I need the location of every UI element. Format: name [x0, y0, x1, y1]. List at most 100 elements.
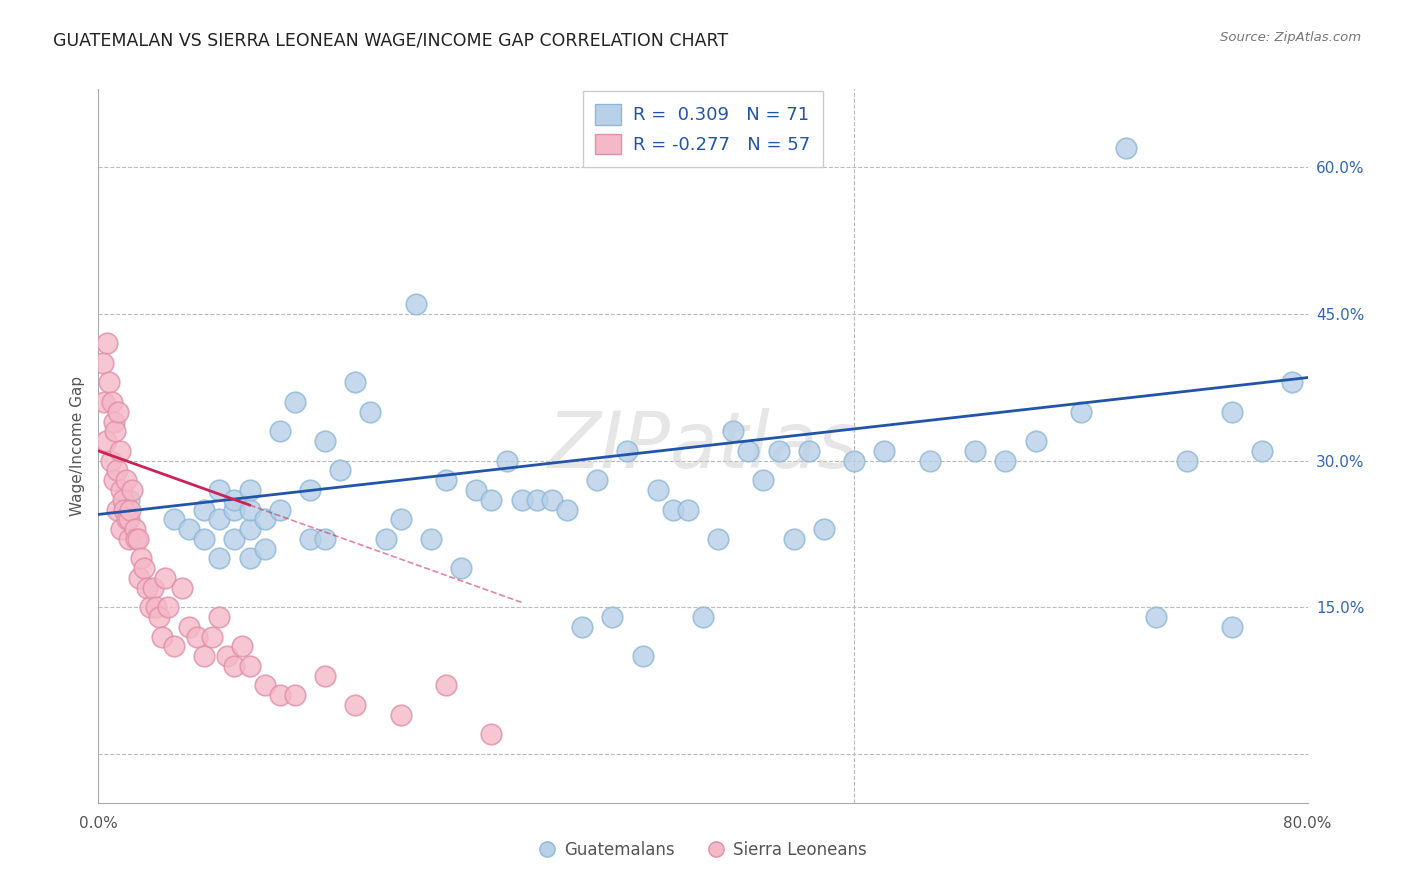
Legend: Guatemalans, Sierra Leoneans: Guatemalans, Sierra Leoneans	[533, 835, 873, 866]
Point	[118, 492, 141, 507]
Point	[1220, 405, 1243, 419]
Point	[105, 502, 128, 516]
Point	[139, 600, 162, 615]
Point	[100, 453, 122, 467]
Point	[360, 405, 382, 419]
Point	[813, 522, 835, 536]
Point	[299, 483, 322, 497]
Point	[465, 483, 488, 497]
Point	[616, 443, 638, 458]
Point	[156, 600, 179, 615]
Point	[797, 443, 820, 458]
Point	[661, 502, 683, 516]
Point	[253, 678, 276, 692]
Point	[481, 492, 503, 507]
Point	[132, 561, 155, 575]
Point	[344, 376, 367, 390]
Point	[239, 659, 262, 673]
Point	[208, 610, 231, 624]
Point	[193, 649, 215, 664]
Point	[269, 502, 291, 516]
Point	[239, 502, 262, 516]
Point	[723, 425, 745, 439]
Point	[571, 620, 593, 634]
Point	[434, 678, 457, 692]
Point	[93, 395, 115, 409]
Point	[150, 630, 173, 644]
Point	[918, 453, 941, 467]
Point	[224, 492, 246, 507]
Point	[374, 532, 396, 546]
Point	[127, 532, 149, 546]
Point	[314, 669, 336, 683]
Point	[631, 649, 654, 664]
Point	[299, 532, 322, 546]
Point	[1024, 434, 1046, 449]
Point	[314, 434, 336, 449]
Point	[179, 620, 201, 634]
Point	[692, 610, 714, 624]
Point	[783, 532, 806, 546]
Point	[107, 405, 129, 419]
Point	[114, 473, 136, 487]
Point	[118, 532, 141, 546]
Point	[193, 532, 215, 546]
Point	[224, 502, 246, 516]
Point	[121, 483, 143, 497]
Y-axis label: Wage/Income Gap: Wage/Income Gap	[69, 376, 84, 516]
Point	[115, 512, 138, 526]
Point	[389, 707, 412, 722]
Point	[105, 463, 128, 477]
Point	[1175, 453, 1198, 467]
Point	[208, 551, 231, 566]
Point	[269, 425, 291, 439]
Point	[112, 502, 135, 516]
Point	[224, 659, 246, 673]
Point	[495, 453, 517, 467]
Point	[768, 443, 790, 458]
Text: ZIPatlas: ZIPatlas	[547, 408, 859, 484]
Point	[94, 434, 117, 449]
Point	[329, 463, 352, 477]
Point	[124, 522, 146, 536]
Point	[844, 453, 866, 467]
Point	[314, 532, 336, 546]
Point	[602, 610, 624, 624]
Point	[253, 541, 276, 556]
Text: Source: ZipAtlas.com: Source: ZipAtlas.com	[1220, 31, 1361, 45]
Point	[676, 502, 699, 516]
Point	[110, 522, 132, 536]
Point	[965, 443, 987, 458]
Point	[170, 581, 193, 595]
Point	[129, 551, 152, 566]
Point	[1281, 376, 1303, 390]
Point	[91, 356, 114, 370]
Point	[193, 502, 215, 516]
Point	[103, 415, 125, 429]
Point	[104, 425, 127, 439]
Point	[239, 551, 262, 566]
Point	[540, 492, 562, 507]
Point	[1251, 443, 1274, 458]
Point	[284, 395, 307, 409]
Point	[1115, 141, 1137, 155]
Point	[111, 492, 134, 507]
Point	[434, 473, 457, 487]
Point	[128, 571, 150, 585]
Point	[110, 483, 132, 497]
Point	[526, 492, 548, 507]
Point	[96, 336, 118, 351]
Point	[873, 443, 896, 458]
Point	[752, 473, 775, 487]
Point	[163, 640, 186, 654]
Point	[707, 532, 730, 546]
Point	[405, 297, 427, 311]
Point	[555, 502, 578, 516]
Point	[510, 492, 533, 507]
Point	[1144, 610, 1167, 624]
Point	[420, 532, 443, 546]
Point	[108, 443, 131, 458]
Point	[647, 483, 669, 497]
Point	[103, 473, 125, 487]
Point	[179, 522, 201, 536]
